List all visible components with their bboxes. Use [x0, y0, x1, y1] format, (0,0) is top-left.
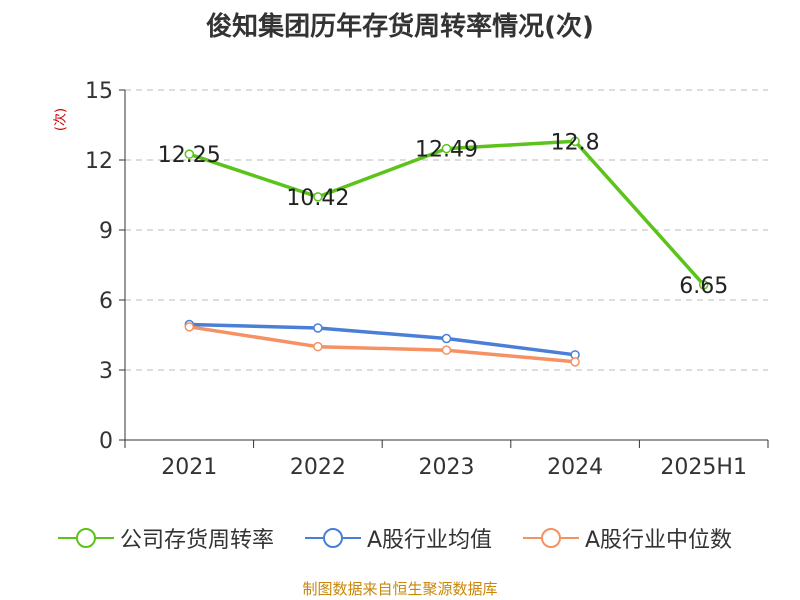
- grid-layer: [125, 89, 768, 371]
- axis-layer: 0 3 6 9 12 15 2021 2022 2023 2024 2025H1: [85, 79, 769, 480]
- legend-marker-industry-average: [305, 528, 361, 548]
- data-label-2024: 12.8: [551, 130, 600, 155]
- chart-plot: 0 3 6 9 12 15 2021 2022 2023 2024 2025H1 12.25 10.4…: [85, 79, 769, 480]
- y-tick-label-15: 15: [85, 79, 113, 104]
- legend: 公司存货周转率 A股行业均值 A股行业中位数: [0, 518, 800, 558]
- source-note: 制图数据来自恒生聚源数据库: [302, 580, 498, 598]
- legend-marker-industry-median: [523, 528, 579, 548]
- series-2-point-2023: [441, 345, 452, 355]
- x-tick-label-2021: 2021: [161, 455, 217, 480]
- legend-label-company: 公司存货周转率: [120, 528, 275, 553]
- legend-item-industry-median[interactable]: A股行业中位数: [523, 518, 732, 558]
- data-label-2022: 10.42: [286, 186, 349, 211]
- series-0-point-2021: [184, 149, 195, 159]
- x-tick-label-2024: 2024: [547, 455, 603, 480]
- x-tick-label-2025H1: 2025H1: [660, 455, 747, 480]
- legend-marker-company: [58, 528, 114, 548]
- series-0-point-2025H1: [698, 280, 709, 290]
- x-tick-label-2023: 2023: [419, 455, 475, 480]
- y-tick-label-9: 9: [99, 219, 113, 244]
- y-tick-label-0: 0: [99, 429, 113, 454]
- series-layer: [184, 136, 709, 367]
- data-label-2023: 12.49: [415, 138, 478, 163]
- y-tick-label-12: 12: [85, 149, 113, 174]
- legend-item-industry-average[interactable]: A股行业均值: [305, 518, 492, 558]
- series-2-point-2024: [570, 357, 580, 367]
- legend-label-industry-median: A股行业中位数: [585, 528, 733, 553]
- legend-label-industry-average: A股行业均值: [367, 528, 493, 553]
- series-0-point-2022: [313, 192, 323, 202]
- series-0-point-2023: [441, 143, 452, 154]
- legend-item-company[interactable]: 公司存货周转率: [58, 518, 274, 558]
- series-1-point-2022: [313, 323, 323, 333]
- series-1-point-2023: [441, 333, 452, 344]
- x-tick-label-2022: 2022: [290, 455, 346, 480]
- y-tick-label-3: 3: [99, 359, 113, 384]
- series-0-point-2024: [570, 136, 580, 147]
- series-2-point-2021: [184, 322, 195, 332]
- data-label-layer: 12.25 10.42 12.49 12.8 6.65: [158, 130, 728, 299]
- chart-title: 俊知集团历年存货周转率情况(次): [206, 12, 594, 42]
- series-line-0: [188, 139, 706, 286]
- series-2-point-2022: [313, 341, 323, 352]
- series-line-2: [189, 325, 576, 364]
- y-tick-label-6: 6: [99, 289, 113, 314]
- data-label-2025H1: 6.65: [679, 274, 728, 299]
- series-line-1: [189, 322, 576, 357]
- data-label-2021: 12.25: [158, 143, 221, 168]
